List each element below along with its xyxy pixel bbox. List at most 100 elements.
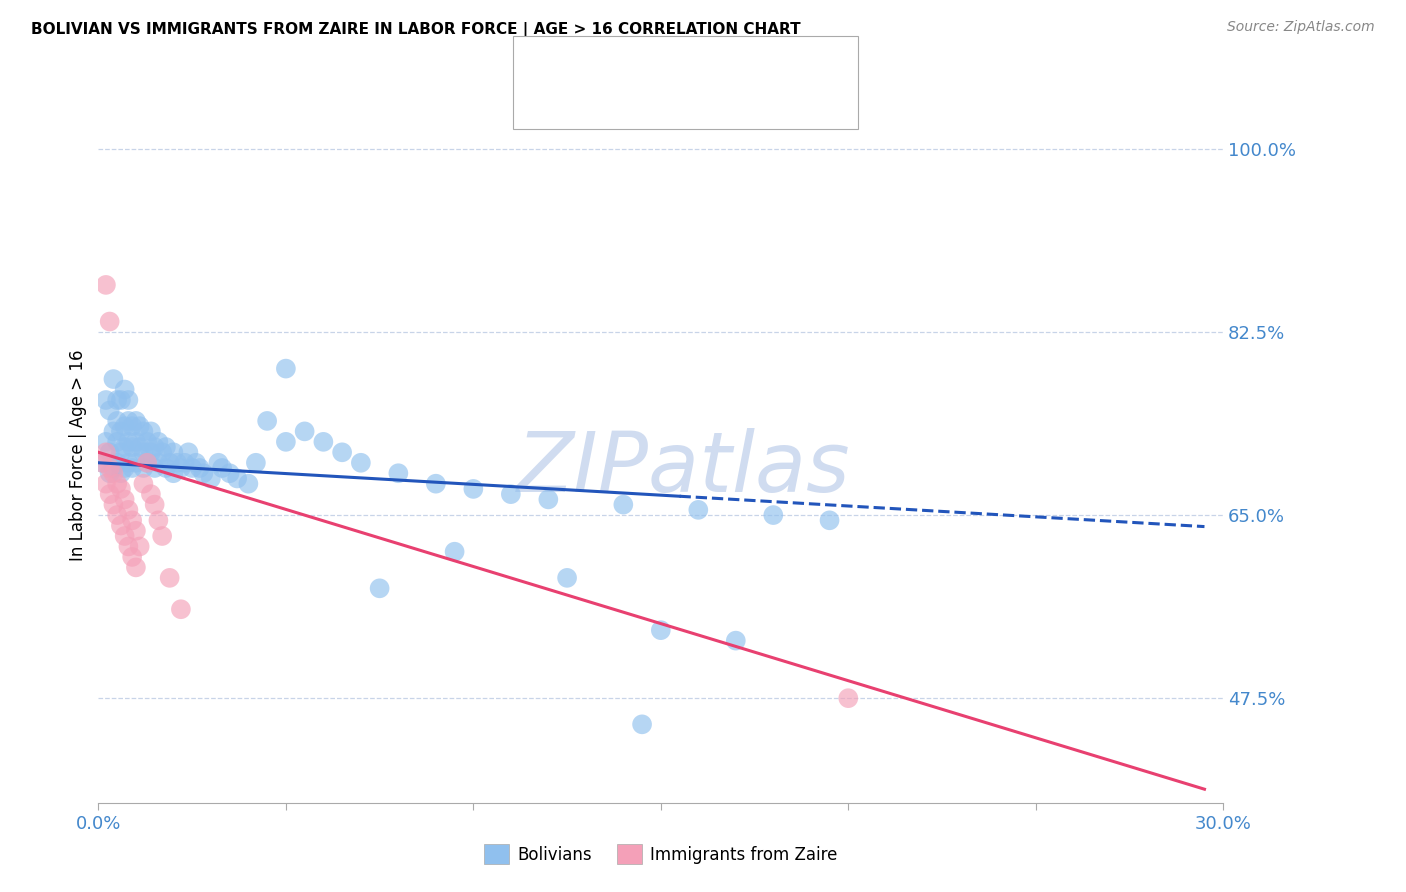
Point	[94, 392, 117, 407]
Point	[103, 425, 125, 439]
Point	[162, 467, 184, 481]
Point	[166, 456, 188, 470]
Point	[387, 467, 409, 481]
Point	[117, 434, 139, 449]
Point	[103, 461, 125, 475]
Point	[294, 425, 316, 439]
Point	[312, 434, 335, 449]
Text: BOLIVIAN VS IMMIGRANTS FROM ZAIRE IN LABOR FORCE | AGE > 16 CORRELATION CHART: BOLIVIAN VS IMMIGRANTS FROM ZAIRE IN LAB…	[31, 22, 800, 38]
Point	[150, 445, 173, 459]
Point	[91, 456, 114, 470]
Text: ■: ■	[530, 53, 550, 72]
Point	[139, 425, 162, 439]
Point	[98, 445, 121, 459]
Text: 87: 87	[737, 54, 759, 71]
Point	[211, 461, 233, 475]
Point	[110, 445, 132, 459]
Point	[274, 434, 297, 449]
Point	[105, 414, 128, 428]
Text: R =: R =	[561, 85, 598, 103]
Point	[117, 456, 139, 470]
Point	[555, 571, 578, 585]
Point	[114, 419, 136, 434]
Point	[238, 476, 260, 491]
Point	[837, 691, 859, 706]
Legend: Bolivians, Immigrants from Zaire: Bolivians, Immigrants from Zaire	[477, 838, 845, 871]
Point	[350, 456, 373, 470]
Point	[121, 440, 143, 454]
Text: ZIPatlas: ZIPatlas	[516, 428, 851, 509]
Point	[226, 471, 249, 485]
Point	[162, 445, 184, 459]
Point	[159, 571, 181, 585]
Point	[139, 445, 162, 459]
Point	[132, 476, 155, 491]
Point	[121, 461, 143, 475]
Point	[148, 456, 170, 470]
Text: Source: ZipAtlas.com: Source: ZipAtlas.com	[1227, 20, 1375, 34]
Point	[170, 602, 193, 616]
Point	[128, 440, 150, 454]
Point	[105, 456, 128, 470]
Text: R =: R =	[561, 54, 598, 71]
Point	[155, 461, 177, 475]
Point	[114, 461, 136, 475]
Point	[425, 476, 447, 491]
Point	[173, 456, 195, 470]
Point	[368, 582, 391, 596]
Point	[188, 461, 211, 475]
Point	[274, 361, 297, 376]
Point	[103, 372, 125, 386]
Point	[537, 492, 560, 507]
Point	[330, 445, 353, 459]
Point	[143, 498, 166, 512]
Point	[110, 425, 132, 439]
Point	[499, 487, 522, 501]
Point	[94, 277, 117, 292]
Point	[110, 482, 132, 496]
Point	[110, 392, 132, 407]
Point	[818, 513, 841, 527]
Point	[103, 467, 125, 481]
Point	[170, 461, 193, 475]
Point	[114, 440, 136, 454]
Point	[128, 419, 150, 434]
Point	[114, 383, 136, 397]
Point	[200, 471, 222, 485]
Point	[148, 434, 170, 449]
Point	[110, 467, 132, 481]
Point	[155, 440, 177, 454]
Point	[91, 456, 114, 470]
Point	[121, 513, 143, 527]
Point	[143, 461, 166, 475]
Text: N =: N =	[685, 85, 721, 103]
Point	[132, 461, 155, 475]
Text: 31: 31	[737, 85, 759, 103]
Point	[193, 467, 215, 481]
Text: -0.561: -0.561	[612, 85, 671, 103]
Point	[136, 434, 159, 449]
Point	[117, 414, 139, 428]
Point	[98, 487, 121, 501]
Point	[121, 419, 143, 434]
Point	[762, 508, 785, 522]
Text: -0.133: -0.133	[612, 54, 671, 71]
Point	[177, 445, 200, 459]
Point	[125, 456, 148, 470]
Point	[724, 633, 747, 648]
Point	[443, 544, 465, 558]
Point	[631, 717, 654, 731]
Point	[125, 414, 148, 428]
Point	[114, 492, 136, 507]
Point	[143, 440, 166, 454]
Point	[132, 445, 155, 459]
Point	[125, 434, 148, 449]
Point	[105, 392, 128, 407]
Point	[150, 529, 173, 543]
Point	[184, 456, 207, 470]
Point	[94, 434, 117, 449]
Point	[136, 456, 159, 470]
Point	[103, 498, 125, 512]
Point	[128, 540, 150, 554]
Point	[256, 414, 278, 428]
